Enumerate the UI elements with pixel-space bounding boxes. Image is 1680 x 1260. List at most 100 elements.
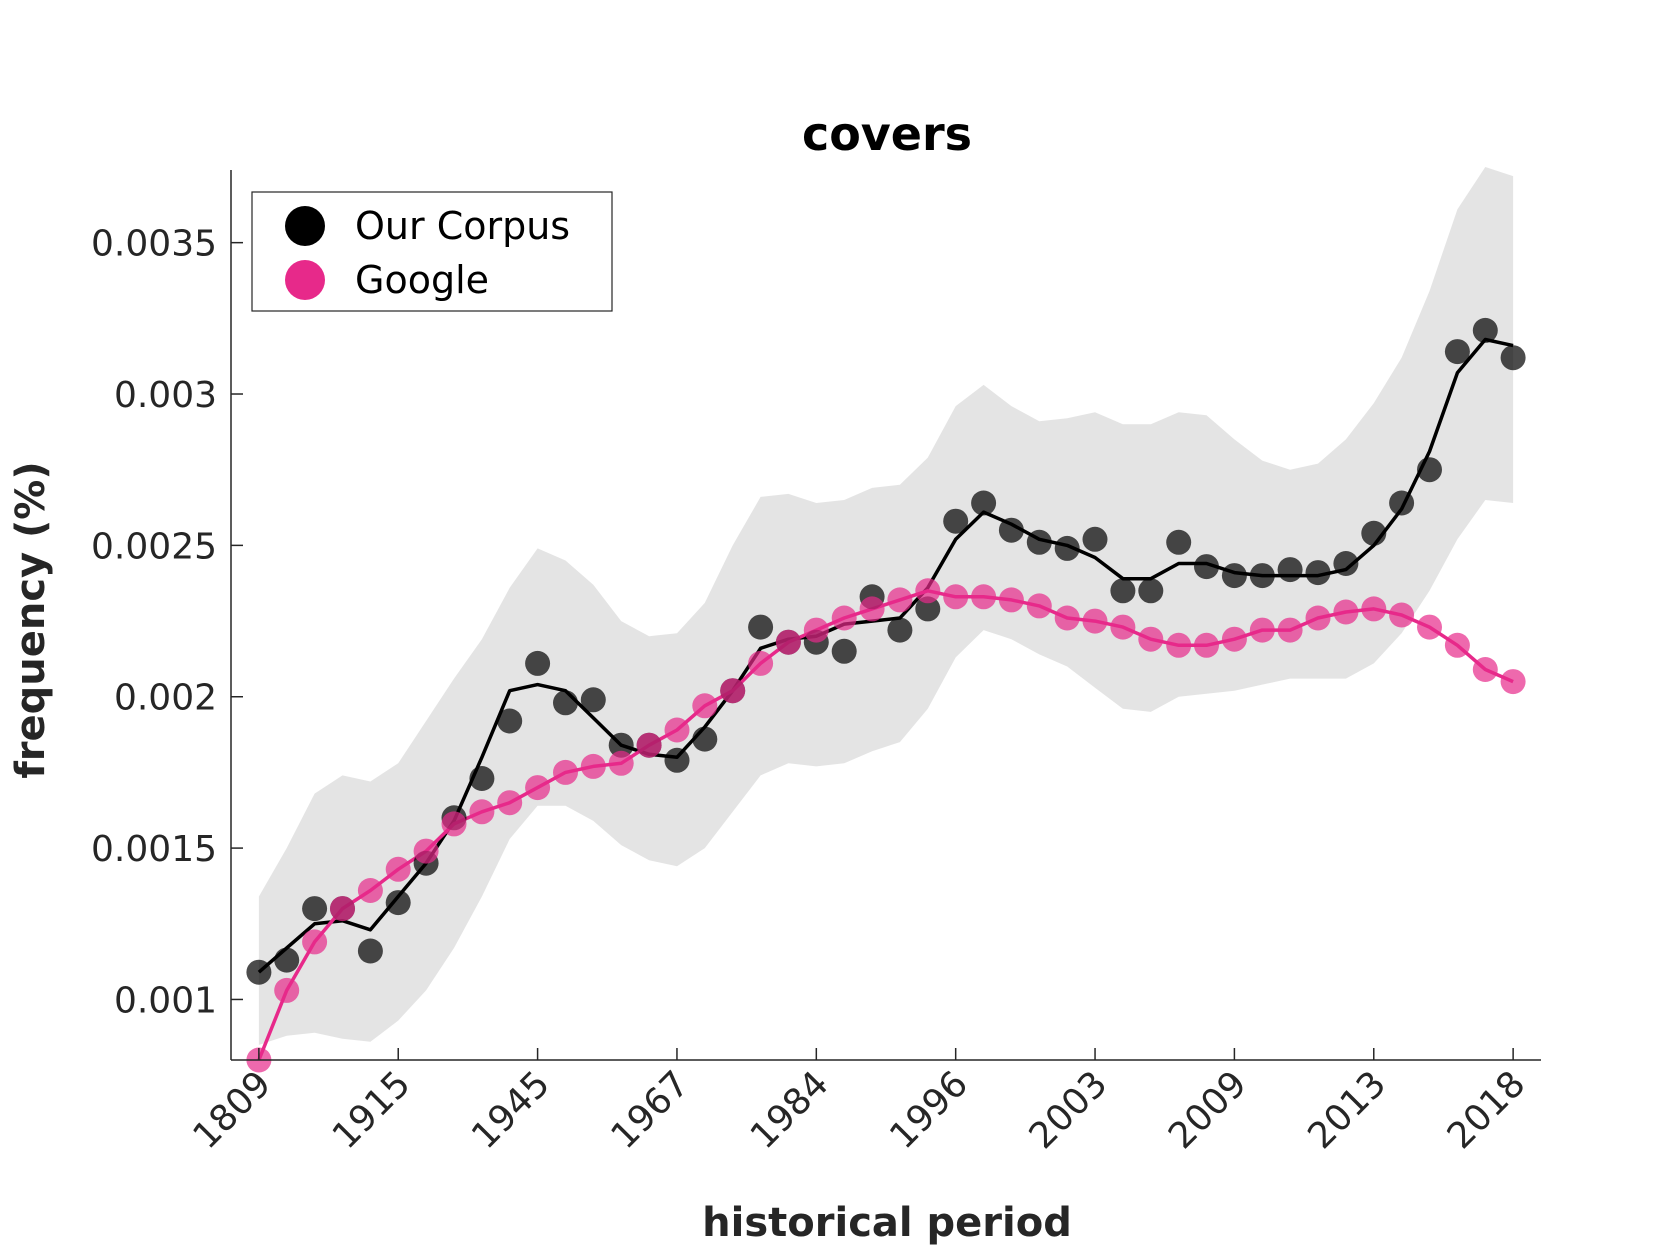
data-point-our-corpus <box>1026 529 1052 555</box>
data-point-google <box>274 977 300 1003</box>
data-point-our-corpus <box>608 732 634 758</box>
data-point-our-corpus <box>1444 339 1470 365</box>
data-point-our-corpus <box>385 890 411 916</box>
data-point-our-corpus <box>887 617 913 643</box>
data-point-google <box>580 753 606 779</box>
data-point-google <box>1305 605 1331 631</box>
data-point-google <box>971 584 997 610</box>
legend: Our Corpus Google <box>251 191 613 312</box>
data-point-google <box>720 678 746 704</box>
data-point-our-corpus <box>1305 560 1331 586</box>
data-point-our-corpus <box>1389 490 1415 516</box>
data-point-google <box>1417 614 1442 640</box>
data-point-our-corpus <box>1110 578 1136 604</box>
data-point-our-corpus <box>1500 345 1526 371</box>
data-point-google <box>748 650 774 676</box>
data-point-google <box>525 775 551 801</box>
data-point-google <box>1110 614 1136 640</box>
data-point-google <box>302 929 328 955</box>
data-point-our-corpus <box>302 896 328 922</box>
data-point-google <box>441 811 467 837</box>
data-point-our-corpus <box>748 614 774 640</box>
data-point-google <box>1194 632 1219 658</box>
data-point-google <box>330 896 355 922</box>
data-points <box>246 317 1526 1073</box>
data-point-our-corpus <box>497 708 523 734</box>
data-point-our-corpus <box>971 490 997 516</box>
data-point-google <box>413 838 439 864</box>
y-tick-label: 0.0035 <box>91 224 217 265</box>
data-point-our-corpus <box>998 517 1024 543</box>
data-point-google <box>1249 617 1275 643</box>
data-point-google <box>1026 593 1052 619</box>
data-point-google <box>385 856 411 882</box>
data-point-our-corpus <box>246 959 272 985</box>
data-point-google <box>998 587 1024 613</box>
data-point-google <box>497 790 523 816</box>
data-point-our-corpus <box>1472 317 1498 343</box>
data-point-our-corpus <box>1194 554 1219 580</box>
data-point-our-corpus <box>1333 551 1359 576</box>
data-point-our-corpus <box>580 687 606 713</box>
data-point-our-corpus <box>1082 526 1108 552</box>
data-point-google <box>831 605 857 631</box>
legend-marker-google <box>285 260 325 300</box>
y-tick-label: 0.002 <box>114 678 217 719</box>
data-point-our-corpus <box>469 766 495 791</box>
y-axis-title: frequency (%) <box>8 461 54 778</box>
data-point-our-corpus <box>553 690 578 716</box>
data-point-our-corpus <box>692 726 718 752</box>
data-point-google <box>915 578 941 604</box>
data-point-google <box>1444 632 1470 658</box>
data-point-google <box>1389 602 1415 628</box>
y-axis-ticks: 0.001 0.0015 0.002 0.0025 0.003 0.0035 <box>91 224 243 1021</box>
legend-marker-our-corpus <box>285 206 325 246</box>
data-point-google <box>1054 605 1080 631</box>
data-point-google <box>608 750 634 776</box>
data-point-google <box>1277 617 1303 643</box>
data-point-our-corpus <box>664 747 690 773</box>
trend-line-google <box>257 589 1514 1061</box>
trend-lines <box>257 337 1514 1061</box>
data-point-google <box>1138 626 1164 652</box>
data-point-our-corpus <box>357 938 383 964</box>
x-axis-title: historical period <box>702 1200 1072 1246</box>
data-point-our-corpus <box>915 596 941 622</box>
data-point-google <box>664 717 690 743</box>
data-point-our-corpus <box>1221 563 1247 589</box>
data-point-google <box>553 759 578 785</box>
data-point-google <box>357 878 383 903</box>
data-point-our-corpus <box>1166 529 1192 555</box>
data-point-google <box>1472 657 1498 682</box>
data-point-our-corpus <box>525 650 551 676</box>
y-tick-label: 0.0025 <box>91 526 217 567</box>
data-point-our-corpus <box>831 638 857 664</box>
data-point-our-corpus <box>1138 578 1164 604</box>
data-point-google <box>803 617 829 643</box>
data-point-google <box>692 693 718 719</box>
data-point-our-corpus <box>1277 557 1303 583</box>
data-point-google <box>1082 608 1108 634</box>
data-point-our-corpus <box>1054 535 1080 561</box>
legend-label-our-corpus: Our Corpus <box>355 204 570 248</box>
data-point-google <box>636 732 662 758</box>
y-tick-label: 0.003 <box>114 375 217 416</box>
legend-label-google: Google <box>355 258 489 302</box>
data-point-our-corpus <box>274 947 300 973</box>
data-point-our-corpus <box>1249 563 1275 589</box>
data-point-our-corpus <box>1361 520 1387 546</box>
data-point-google <box>943 584 969 610</box>
data-point-google <box>775 629 801 655</box>
data-point-google <box>1500 669 1526 695</box>
data-point-our-corpus <box>943 508 969 534</box>
data-point-google <box>1221 626 1247 652</box>
y-tick-label: 0.0015 <box>91 829 217 870</box>
data-point-google <box>469 799 495 825</box>
chart-title: covers <box>802 107 972 161</box>
data-point-our-corpus <box>1417 457 1442 483</box>
data-point-google <box>1361 596 1387 622</box>
data-point-google <box>1166 632 1192 658</box>
y-tick-label: 0.001 <box>114 980 217 1021</box>
plot-area <box>246 167 1526 1073</box>
